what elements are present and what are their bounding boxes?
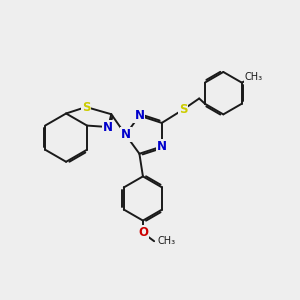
Text: S: S: [82, 100, 90, 113]
Text: N: N: [121, 128, 130, 141]
Text: O: O: [138, 226, 148, 239]
Text: N: N: [134, 109, 144, 122]
Text: CH₃: CH₃: [158, 236, 176, 246]
Text: N: N: [157, 140, 167, 153]
Text: N: N: [103, 121, 113, 134]
Text: CH₃: CH₃: [245, 72, 263, 82]
Text: S: S: [179, 103, 187, 116]
